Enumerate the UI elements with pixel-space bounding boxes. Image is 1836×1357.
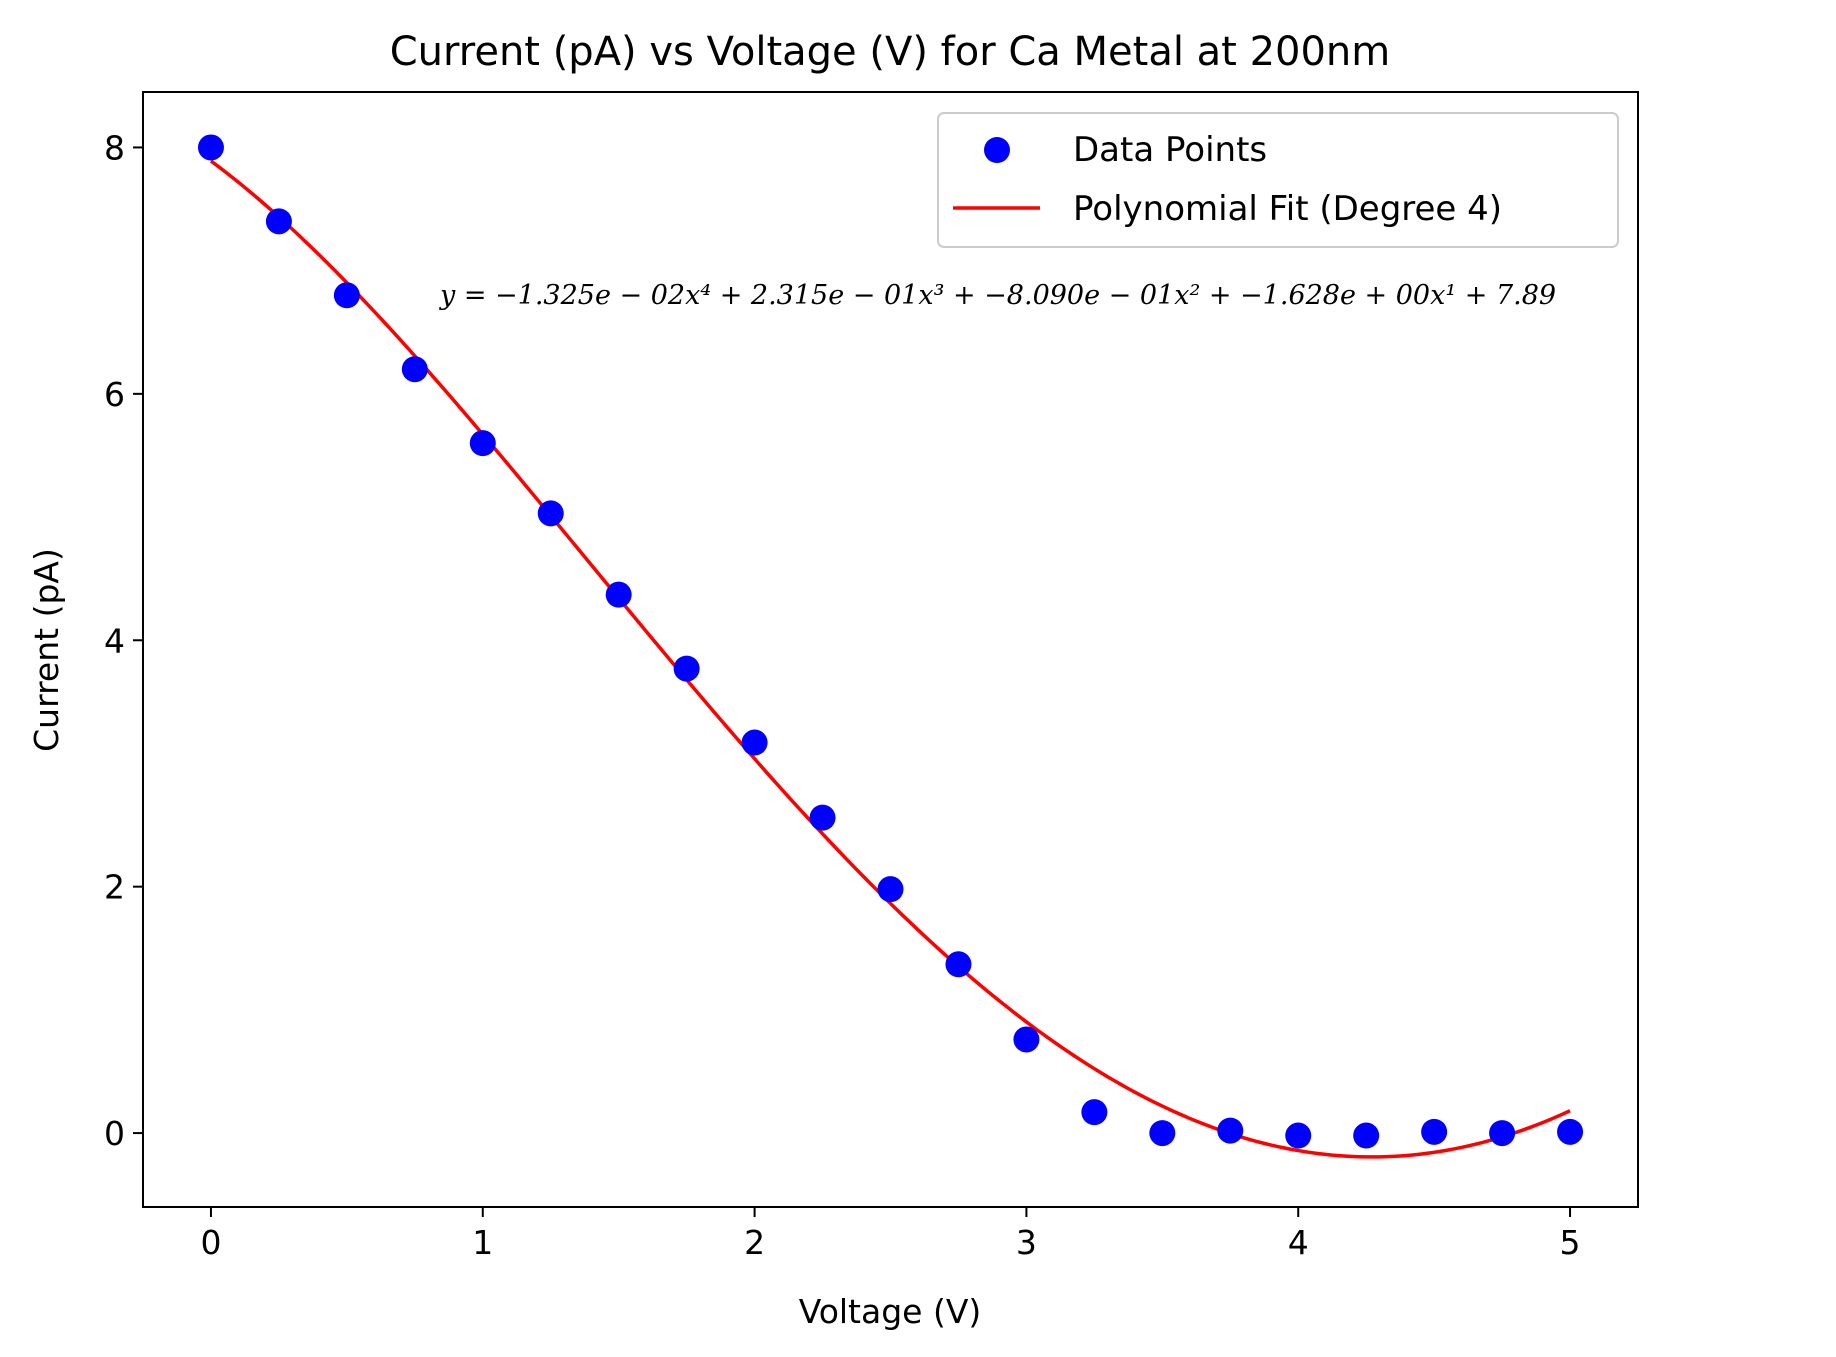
data-point (1421, 1118, 1448, 1145)
fit-line-layer (209, 159, 1571, 1159)
data-points-layer (197, 134, 1584, 1149)
data-point (1217, 1117, 1244, 1144)
x-tick-label: 1 (472, 1223, 493, 1262)
legend-label-data-points: Data Points (1073, 130, 1267, 170)
data-point (741, 729, 768, 756)
data-point (809, 804, 836, 831)
legend-box (937, 112, 1619, 248)
x-tick-label: 3 (1016, 1223, 1037, 1262)
data-point (537, 500, 564, 527)
equation-annotation: y = −1.325e − 02x⁴ + 2.315e − 01x³ + −8.… (439, 280, 1556, 311)
x-tick-label: 0 (200, 1223, 221, 1262)
data-point (265, 208, 292, 235)
y-axis: 0 2 4 6 8 (104, 128, 143, 1153)
polynomial-fit-line (209, 159, 1571, 1159)
x-axis-label: Voltage (V) (799, 1292, 982, 1331)
data-point (1489, 1120, 1516, 1147)
y-tick-label: 4 (104, 621, 125, 660)
legend-label-polynomial-fit: Polynomial Fit (Degree 4) (1073, 189, 1502, 229)
chart-title: Current (pA) vs Voltage (V) for Ca Metal… (390, 29, 1391, 75)
x-tick-label: 5 (1560, 1223, 1581, 1262)
data-point (1353, 1122, 1380, 1149)
data-point (1081, 1099, 1108, 1126)
legend-marker-data-points (984, 137, 1010, 163)
data-point (605, 581, 632, 608)
data-point (877, 876, 904, 903)
y-tick-label: 0 (104, 1114, 125, 1153)
y-tick-label: 2 (104, 868, 125, 907)
y-tick-label: 8 (104, 128, 125, 167)
data-point (1149, 1120, 1176, 1147)
data-point (197, 134, 224, 161)
x-tick-label: 2 (744, 1223, 765, 1262)
y-axis-label: Current (pA) (27, 548, 66, 752)
data-point (401, 356, 428, 383)
data-point (1013, 1026, 1040, 1053)
x-axis: 0 1 2 3 4 5 (200, 1207, 1581, 1262)
data-point (1285, 1122, 1312, 1149)
legend: Data Points Polynomial Fit (Degree 4) (937, 112, 1619, 248)
x-tick-label: 4 (1288, 1223, 1309, 1262)
data-point (333, 282, 360, 309)
plot-area-frame (142, 91, 1639, 1208)
data-point (469, 430, 496, 457)
data-point (945, 951, 972, 978)
data-point (1557, 1118, 1584, 1145)
y-tick-label: 6 (104, 375, 125, 414)
data-point (673, 655, 700, 682)
